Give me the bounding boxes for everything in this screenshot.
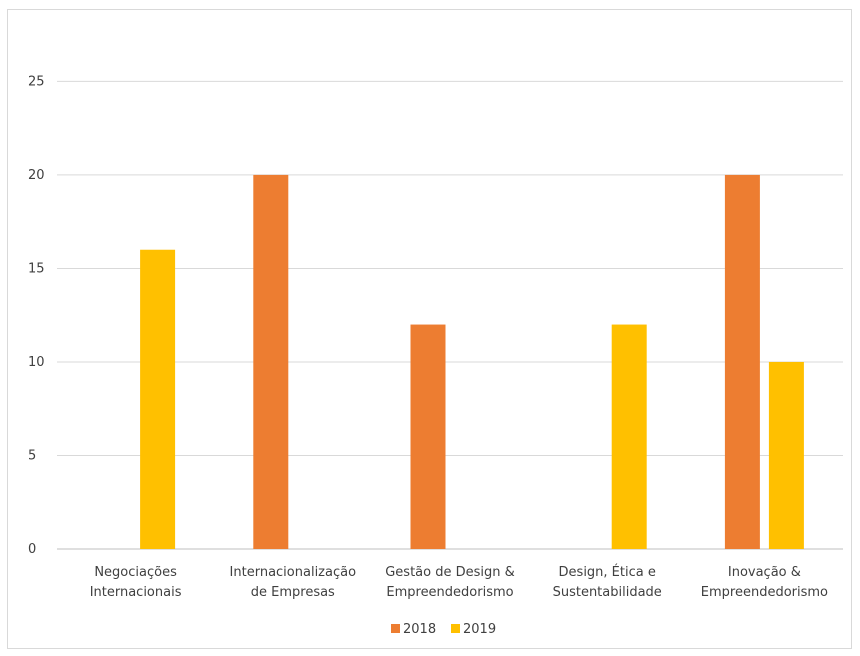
bar-2019-0 bbox=[140, 249, 176, 550]
x-category-label: Empreendedorismo bbox=[386, 585, 513, 600]
legend-swatch-2019 bbox=[451, 624, 460, 633]
x-axis-category-labels: Negociações Internacionais Internacionaliz… bbox=[90, 564, 828, 600]
bar-2018-4 bbox=[724, 174, 760, 550]
gridlines bbox=[57, 80, 843, 550]
bar-2019-3 bbox=[611, 324, 647, 549]
y-tick-label: 25 bbox=[28, 74, 45, 89]
x-category-label: Empreendedorismo bbox=[701, 585, 828, 600]
legend-label: 2019 bbox=[463, 622, 496, 637]
y-tick-label: 15 bbox=[28, 261, 45, 276]
legend-swatch-2018 bbox=[391, 624, 400, 633]
bar-2019-4 bbox=[768, 361, 804, 549]
x-category-label: Design, Ética e bbox=[559, 564, 656, 580]
x-category-label: Inovação & bbox=[728, 565, 801, 580]
y-tick-label: 20 bbox=[28, 168, 45, 183]
y-tick-label: 10 bbox=[28, 355, 45, 370]
x-category-label: Internacionalização bbox=[230, 565, 357, 580]
y-tick-label: 0 bbox=[28, 542, 36, 557]
x-category-label: Internacionais bbox=[90, 585, 182, 600]
bars bbox=[140, 174, 804, 550]
x-category-label: Sustentabilidade bbox=[553, 585, 662, 600]
x-category-label: Negociações bbox=[94, 565, 177, 580]
y-tick-label: 5 bbox=[28, 448, 36, 463]
legend-label: 2018 bbox=[403, 622, 436, 637]
x-category-label: de Empresas bbox=[251, 585, 335, 600]
y-axis-tick-labels: 0 5 10 15 20 25 bbox=[28, 74, 45, 557]
legend: 2018 2019 bbox=[391, 622, 496, 637]
bar-2018-2 bbox=[410, 324, 446, 549]
bar-2018-1 bbox=[253, 174, 289, 550]
x-category-label: Gestão de Design & bbox=[385, 565, 515, 580]
